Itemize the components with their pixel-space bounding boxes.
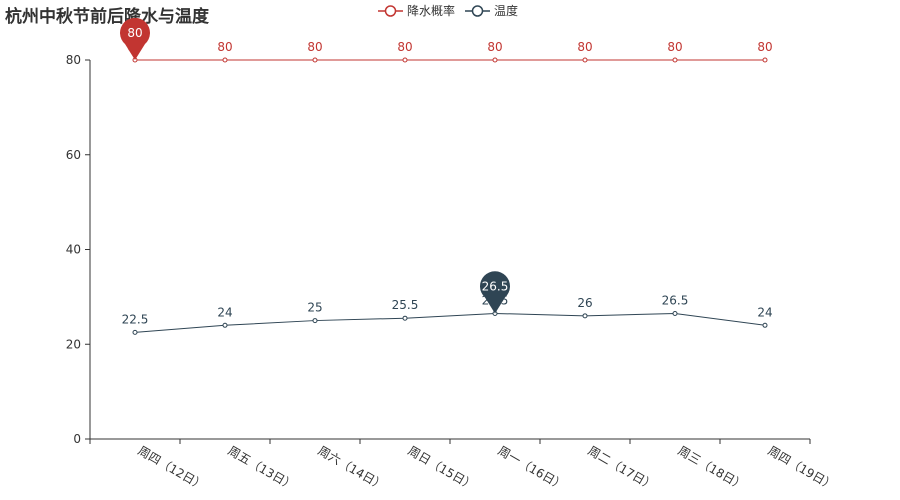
y-tick-label: 80: [66, 53, 81, 67]
data-point: [582, 313, 588, 319]
data-label: 26.5: [662, 293, 689, 307]
x-tick-label: 周四（19日）: [766, 443, 838, 493]
legend-label-precipitation: 降水概率: [407, 4, 456, 18]
data-label: 80: [487, 40, 502, 54]
data-label: 80: [217, 40, 232, 54]
data-point: [132, 329, 138, 335]
chart-title: 杭州中秋节前后降水与温度: [5, 7, 209, 27]
data-label: 80: [667, 40, 682, 54]
legend-label-temperature: 温度: [494, 4, 519, 18]
data-label: 24: [757, 305, 772, 319]
data-label: 25: [307, 301, 322, 315]
x-tick-label: 周二（17日）: [586, 443, 658, 493]
legend-temperature-icon: [465, 4, 491, 17]
data-point: [312, 57, 318, 63]
mark-point-pin: [119, 17, 150, 60]
x-tick-label: 周日（15日）: [406, 443, 478, 493]
data-point: [402, 315, 408, 321]
x-tick-label: 周四（12日）: [136, 443, 208, 493]
data-point: [672, 310, 678, 316]
mark-point-pin: [479, 271, 511, 314]
data-label: 80: [397, 40, 412, 54]
data-point: [222, 322, 228, 328]
legend-item-temperature[interactable]: 温度: [465, 2, 518, 19]
data-label: 24: [217, 305, 232, 319]
data-point: [402, 57, 408, 63]
chart-legend: 降水概率 温度: [378, 2, 518, 19]
series-line-1: [134, 312, 766, 333]
x-tick-label: 周三（18日）: [676, 443, 748, 493]
data-label: 80: [307, 40, 322, 54]
data-label: 25.5: [392, 298, 419, 312]
x-tick-label: 周六（14日）: [316, 443, 388, 493]
data-point: [762, 57, 768, 63]
legend-item-precipitation[interactable]: 降水概率: [378, 2, 455, 19]
x-tick-label: 周一（16日）: [496, 443, 568, 493]
data-label: 80: [577, 40, 592, 54]
data-point: [222, 57, 228, 63]
data-label: 26: [577, 296, 592, 310]
data-label: 22.5: [122, 312, 149, 326]
x-tick-label: 周五（13日）: [226, 443, 298, 493]
data-point: [672, 57, 678, 63]
data-point: [312, 318, 318, 324]
data-point: [762, 322, 768, 328]
y-tick-label: 20: [66, 337, 81, 351]
y-tick-label: 60: [66, 148, 81, 162]
data-point: [582, 57, 588, 63]
y-tick-label: 40: [66, 243, 81, 257]
data-point: [492, 57, 498, 63]
data-label: 80: [757, 40, 772, 54]
y-tick-label: 0: [73, 432, 81, 446]
mark-point-label: 80: [127, 26, 142, 40]
mark-point-label: 26.5: [482, 279, 509, 293]
legend-precipitation-icon: [378, 4, 403, 17]
